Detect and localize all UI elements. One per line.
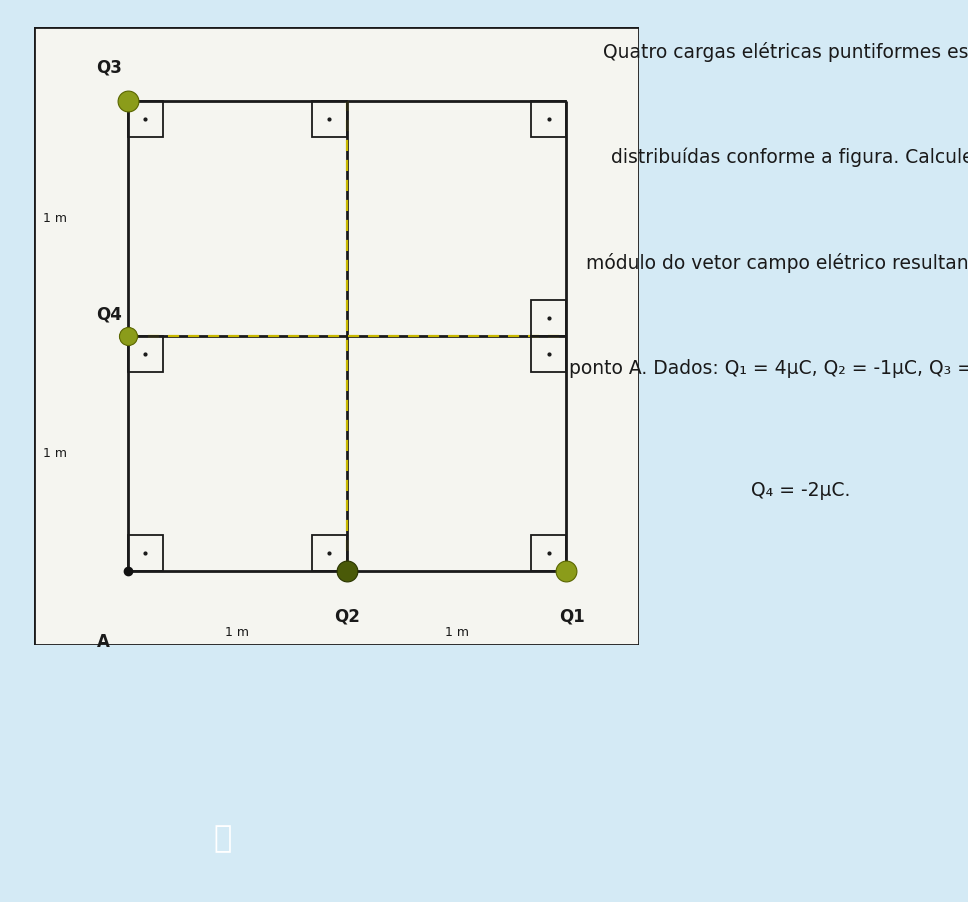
Bar — [531, 336, 566, 372]
Bar — [531, 535, 566, 571]
Bar — [128, 535, 163, 571]
Text: 1 m: 1 m — [43, 446, 67, 460]
Text: ponto A. Dados: Q₁ = 4μC, Q₂ = -1μC, Q₃ = 4μC e: ponto A. Dados: Q₁ = 4μC, Q₂ = -1μC, Q₃ … — [569, 359, 968, 378]
Text: Q3: Q3 — [96, 59, 122, 77]
Bar — [128, 336, 163, 372]
Bar — [531, 101, 566, 137]
Text: Quatro cargas elétricas puntiformes estão: Quatro cargas elétricas puntiformes estã… — [603, 42, 968, 62]
Text: Q1: Q1 — [560, 608, 586, 626]
Bar — [531, 300, 566, 336]
Text: módulo do vetor campo elétrico resultante no: módulo do vetor campo elétrico resultant… — [586, 253, 968, 273]
Text: 1 m: 1 m — [226, 626, 250, 640]
Text: 1 m: 1 m — [43, 212, 67, 226]
Text: distribuídas conforme a figura. Calcule o: distribuídas conforme a figura. Calcule … — [611, 148, 968, 168]
Text: Q4: Q4 — [96, 306, 122, 324]
Text: 1 m: 1 m — [444, 626, 469, 640]
Bar — [312, 535, 347, 571]
Text: A: A — [97, 632, 110, 650]
Bar — [312, 101, 347, 137]
Bar — [128, 101, 163, 137]
Text: ✋: ✋ — [214, 824, 231, 853]
Text: Q2: Q2 — [334, 608, 360, 626]
Text: Q₄ = -2μC.: Q₄ = -2μC. — [751, 481, 851, 500]
